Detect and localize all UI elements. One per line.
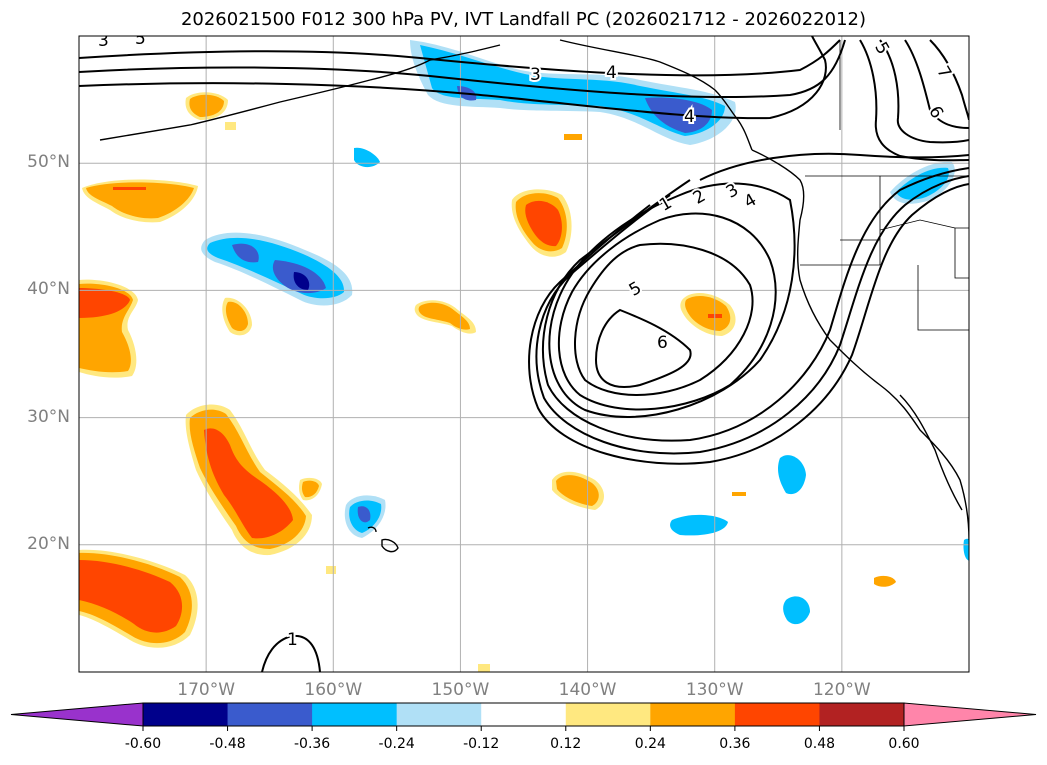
colorbar-tick-label: 0.48 <box>803 736 836 752</box>
contour-line <box>79 39 841 77</box>
colorbar-tick-label: -0.48 <box>209 736 246 752</box>
pv-positive-area <box>525 200 562 247</box>
contour-label: 3 <box>98 31 109 51</box>
map-background <box>79 36 969 672</box>
contour-label: 6 <box>657 333 668 353</box>
pv-positive-area <box>113 187 146 190</box>
pv-positive-area <box>79 560 183 633</box>
lon-tick-label: 170°W <box>177 680 236 700</box>
contour-line <box>79 39 846 99</box>
colorbar-swatch <box>312 703 398 726</box>
lat-tick-label: 50°N <box>27 152 70 173</box>
pv-negative-area <box>963 538 969 561</box>
pv-positive-area <box>225 301 248 332</box>
pv-positive-area <box>326 566 336 574</box>
colorbar-tick-label: 0.12 <box>550 736 582 752</box>
colorbar-swatch <box>227 703 313 726</box>
pv-negative-area <box>293 272 310 290</box>
colorbar-swatch <box>819 703 905 726</box>
colorbar <box>10 702 1037 731</box>
contour-line <box>261 634 321 672</box>
pv-positive-area <box>478 664 490 672</box>
pv-negative-area <box>354 147 380 168</box>
pv-positive-area <box>86 182 194 219</box>
contour-line <box>542 167 969 442</box>
contour-line <box>573 242 754 396</box>
contour-line <box>528 183 969 465</box>
contour-line <box>79 36 827 120</box>
ivt-contours <box>79 36 969 672</box>
map-frame <box>78 35 970 673</box>
coastline-hawaii <box>381 538 399 553</box>
pv-positive-area <box>874 575 896 587</box>
contour-line <box>594 308 692 388</box>
contour-line <box>879 39 969 144</box>
colorbar-swatch <box>481 703 567 726</box>
pv-positive-area <box>732 492 746 496</box>
contour-line <box>535 175 969 455</box>
colorbar-tick-label: -0.36 <box>293 736 331 752</box>
pv-positive-area <box>301 480 319 498</box>
lon-tick-label: 120°W <box>812 680 871 700</box>
pv-negative-area <box>670 514 728 536</box>
contour-label: 5 <box>135 29 146 49</box>
colorbar-swatch <box>565 703 651 726</box>
lon-tick-label: 130°W <box>685 680 744 700</box>
coastline-west-coast <box>751 149 969 541</box>
pv-positive-area <box>225 122 236 130</box>
coastline-hawaii <box>367 526 377 533</box>
pv-positive-area <box>685 296 731 331</box>
lat-tick-label: 30°N <box>27 406 70 427</box>
lat-tick-label: 20°N <box>27 533 70 554</box>
pv-positive-area <box>418 302 470 330</box>
colorbar-swatch <box>650 703 736 726</box>
coastline-alaska <box>559 39 753 151</box>
colorbar-extend-min <box>10 702 144 727</box>
pv-shading <box>79 40 969 672</box>
contour-line <box>904 39 969 129</box>
colorbar-swatch <box>734 703 820 726</box>
pv-negative-area <box>778 455 806 495</box>
pv-positive-area <box>556 475 599 506</box>
colorbar-swatch <box>143 703 229 726</box>
colorbar-tick-label: 0.24 <box>634 736 666 752</box>
borders <box>800 40 969 331</box>
contour-label: 4 <box>684 107 695 127</box>
lon-tick-label: 140°W <box>558 680 617 700</box>
contour-line <box>929 39 969 121</box>
contour-line <box>548 182 796 418</box>
contour-line <box>557 212 777 411</box>
pv-positive-area <box>79 288 130 318</box>
contour-line <box>699 152 969 181</box>
colorbar-tick-label: -0.60 <box>124 736 162 752</box>
colorbar-frame <box>142 702 905 727</box>
contour-label: 3 <box>530 65 541 85</box>
colorbar-extend-max <box>903 702 1037 727</box>
chart-title: 2026021500 F012 300 hPa PV, IVT Landfall… <box>180 9 867 30</box>
pv-positive-area <box>189 94 224 117</box>
coastline-baja <box>899 394 963 511</box>
pv-negative-area <box>232 243 259 263</box>
colorbar-tick-label: -0.24 <box>378 736 415 752</box>
colorbar-tick-label: 0.36 <box>719 736 751 752</box>
pv-negative-area <box>783 596 810 625</box>
pv-positive-area <box>204 428 293 539</box>
pv-negative-area <box>357 506 371 523</box>
lon-tick-label: 150°W <box>431 680 490 700</box>
pv-positive-area <box>564 134 582 140</box>
gridlines <box>79 36 969 672</box>
contour-label: 1 <box>287 630 298 650</box>
colorbar-swatch <box>396 703 482 726</box>
colorbar-tick-label: -0.12 <box>463 736 500 752</box>
colorbar-tick-label: 0.60 <box>888 736 920 752</box>
lon-tick-label: 160°W <box>304 680 363 700</box>
contour-line <box>859 39 969 162</box>
lat-tick-label: 40°N <box>27 279 70 300</box>
contour-label: 4 <box>606 63 617 83</box>
